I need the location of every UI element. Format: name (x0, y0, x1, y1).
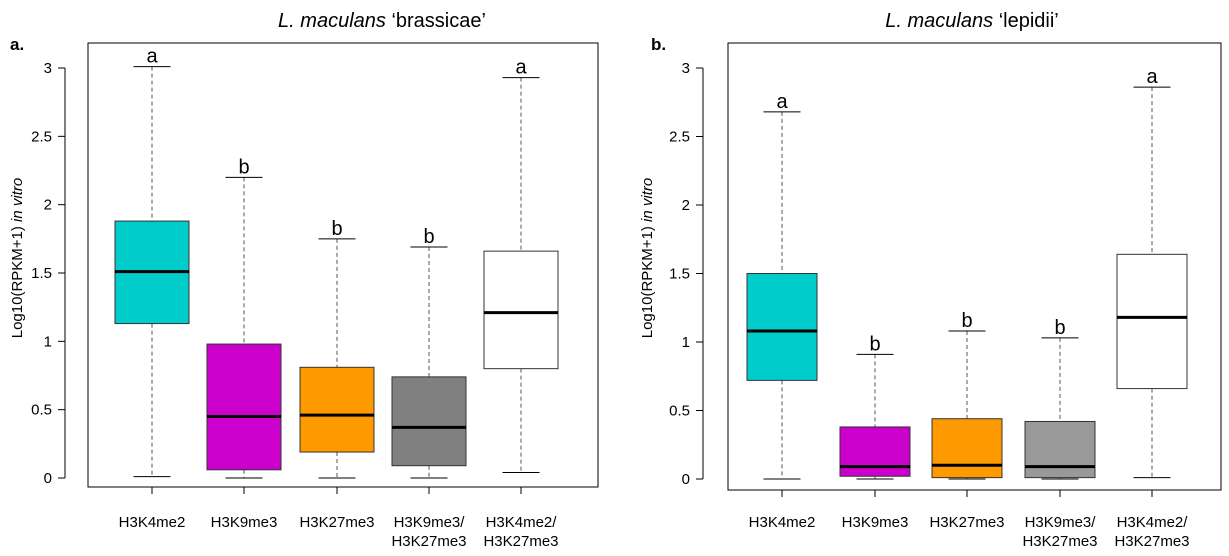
box (1116, 253, 1188, 390)
box (483, 250, 559, 370)
box-group: b H3K9me3/H3K27me3 (1022, 317, 1097, 550)
x-category-label: H3K4me2 (749, 514, 816, 531)
plot-frame (727, 42, 1222, 491)
significance-letter: b (961, 310, 972, 332)
box (839, 426, 911, 477)
box-group: a H3K4me2 (746, 91, 818, 531)
box (206, 343, 282, 471)
x-category-label: H3K9me3 (211, 514, 278, 531)
x-category-label: H3K27me3 (1022, 533, 1097, 550)
significance-letter: a (1146, 66, 1158, 88)
box-group: a H3K4me2/H3K27me3 (483, 57, 558, 550)
y-axis-label: Log10(RPKM+1) in vitro (639, 178, 656, 339)
significance-letter: a (776, 91, 788, 113)
box-group: a H3K4me2 (114, 46, 190, 531)
y-axis-label-italic: in vitro (9, 178, 26, 222)
significance-letter: b (331, 218, 342, 240)
panel-b: 0 0.5 1 1.5 2 2.5 3 L. maculans ‘lepidii’ b. Log1… (639, 10, 1222, 550)
significance-letter: a (146, 46, 158, 68)
box-group: b H3K9me3/H3K27me3 (391, 226, 466, 550)
y-tick-label: 2.5 (31, 128, 52, 145)
panel-letter: b. (651, 35, 666, 54)
y-tick-label: 2.5 (669, 129, 690, 146)
significance-letter: b (238, 156, 249, 178)
y-axis-label: Log10(RPKM+1) in vitro (9, 178, 26, 339)
x-category-label: H3K4me2/ (486, 514, 558, 531)
box-group: b H3K27me3 (299, 218, 374, 531)
panel-letter: a. (10, 35, 24, 54)
box (299, 366, 375, 453)
y-tick-label: 1.5 (669, 266, 690, 283)
x-category-label: H3K9me3/ (394, 514, 466, 531)
box-group: b H3K9me3 (839, 333, 911, 531)
box (746, 273, 818, 381)
x-category-label: H3K9me3/ (1025, 514, 1097, 531)
x-category-label: H3K27me3 (1114, 533, 1189, 550)
box-group: b H3K27me3 (929, 310, 1004, 531)
y-tick-label: 0.5 (31, 402, 52, 419)
x-category-label: H3K27me3 (299, 514, 374, 531)
x-category-label: H3K27me3 (929, 514, 1004, 531)
x-category-label: H3K4me2/ (1117, 514, 1189, 531)
significance-letter: b (423, 226, 434, 248)
y-tick-label: 2 (682, 197, 690, 214)
y-tick-label: 2 (44, 197, 52, 214)
y-axis-label-italic: in vitro (639, 178, 656, 222)
y-tick-label: 0 (44, 470, 52, 487)
box-group: a H3K4me2/H3K27me3 (1114, 66, 1189, 550)
box (931, 418, 1003, 479)
title-strain: ‘lepidii’ (999, 10, 1059, 32)
panel-a: 0 0.5 1 1.5 2 2.5 3 L. maculans ‘brassicae’ a. Lo… (9, 10, 599, 550)
x-category-label: H3K27me3 (391, 533, 466, 550)
x-category-label: H3K9me3 (842, 514, 909, 531)
y-tick-label: 3 (44, 60, 52, 77)
significance-letter: b (1054, 317, 1065, 339)
y-tick-label: 3 (682, 60, 690, 77)
box (1024, 420, 1096, 479)
y-tick-label: 0.5 (669, 403, 690, 420)
significance-letter: a (515, 57, 527, 79)
chart-title: L. maculans ‘lepidii’ (885, 10, 1058, 32)
y-axis-label-main: Log10(RPKM+1) (9, 222, 26, 338)
box-group: b H3K9me3 (206, 156, 282, 531)
y-tick-label: 1 (682, 334, 690, 351)
title-strain: ‘brassicae’ (391, 10, 485, 32)
chart-title: L. maculans ‘brassicae’ (278, 10, 486, 32)
title-species: L. maculans (885, 10, 993, 32)
significance-letter: b (869, 333, 880, 355)
y-tick-label: 1.5 (31, 265, 52, 282)
y-tick-label: 1 (44, 333, 52, 350)
y-axis-label-main: Log10(RPKM+1) (639, 222, 656, 338)
plot-frame (87, 42, 599, 488)
box (391, 376, 467, 467)
x-category-label: H3K27me3 (483, 533, 558, 550)
y-tick-label: 0 (682, 471, 690, 488)
title-species: L. maculans (278, 10, 386, 32)
x-category-label: H3K4me2 (119, 514, 186, 531)
